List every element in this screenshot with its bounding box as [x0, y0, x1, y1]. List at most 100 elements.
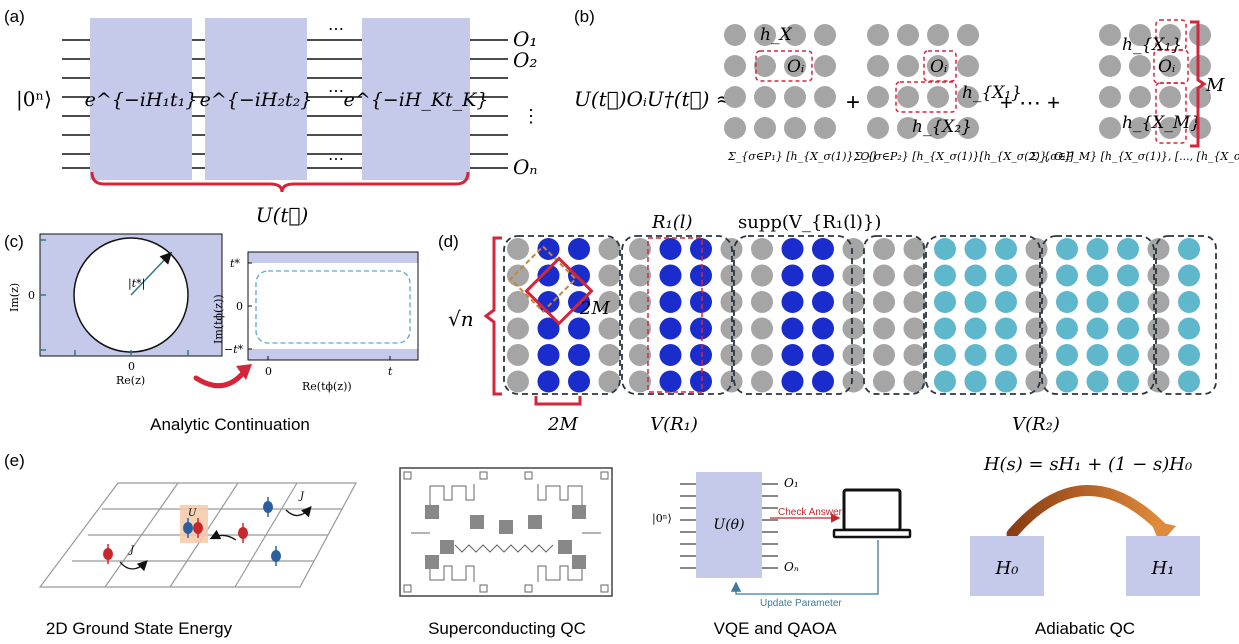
label-vr1: V(R₁)	[650, 414, 698, 435]
h0-label: H₀	[995, 558, 1019, 579]
term1-sum: Σ_{σ∈P₁} [h_{X_σ(1)}, Oᵢ]	[727, 150, 877, 163]
lattice-site	[568, 370, 590, 393]
lattice-site	[964, 264, 987, 287]
panel-d: (d) √n 2M 2M R₁(l) supp(V_{R₁(l)}) V(R₁)…	[438, 212, 1217, 435]
lattice-site	[1159, 117, 1181, 139]
hop-arrow-1	[285, 506, 312, 518]
right-ytick-mid: 0	[236, 300, 243, 313]
lattice-site	[1056, 238, 1078, 260]
lattice-site	[537, 370, 560, 393]
lattice-site	[598, 370, 621, 393]
lattice-site	[873, 317, 895, 340]
lattice-site	[814, 55, 836, 77]
lattice-site	[903, 238, 926, 260]
lattice-site	[842, 344, 865, 366]
lattice-site	[1086, 344, 1109, 366]
lattice-site	[964, 370, 987, 393]
label-2m-bottom: 2M	[547, 414, 578, 435]
lattice-site	[903, 264, 926, 287]
caption-e2: Superconducting QC	[428, 619, 586, 638]
term1-oi: Oᵢ	[787, 57, 804, 77]
lattice-site	[781, 370, 804, 393]
lattice-site	[537, 238, 560, 260]
lattice-site	[1147, 238, 1170, 260]
gate-2	[205, 18, 307, 180]
lattice-site	[724, 24, 746, 46]
lattice-site	[842, 317, 865, 340]
grid-term-3	[1099, 24, 1211, 139]
lattice-site	[1117, 291, 1139, 313]
lattice-site	[1178, 291, 1200, 313]
lattice-site	[659, 238, 682, 260]
gate-2-label: e^{−iH₂t₂}	[200, 89, 313, 111]
panel-c-tag: (c)	[4, 232, 24, 251]
gate-dots-top: ⋯	[328, 21, 344, 38]
partition-boxes	[503, 235, 1217, 395]
lattice-site	[1056, 344, 1078, 366]
lattice-site	[1117, 370, 1139, 393]
lattice-site	[957, 86, 979, 108]
lattice-site	[873, 238, 895, 260]
caption-e3: VQE and QAOA	[714, 619, 837, 638]
panel-e: (e) U J J 2D Ground State Energy	[4, 451, 1200, 638]
lattice-site	[507, 317, 529, 340]
term3-hx1: h_{X₁}	[1122, 35, 1182, 55]
hop-arrow-2	[119, 560, 148, 572]
region-v2-d	[1155, 235, 1217, 395]
lattice-site	[995, 370, 1017, 393]
brace-a-label: U(t⃗)	[256, 203, 309, 227]
lattice-site	[598, 238, 621, 260]
h1-box	[1126, 536, 1200, 596]
lattice-site	[690, 238, 712, 260]
input-state: |0ⁿ⟩	[16, 87, 52, 112]
region-v1-a	[503, 235, 621, 395]
lattice-site	[1178, 238, 1200, 260]
lattice-site	[751, 344, 773, 366]
gate-dots-mid: ⋯	[328, 83, 344, 100]
lattice-site	[903, 291, 926, 313]
vqe-outn: Oₙ	[784, 560, 799, 574]
lattice-site	[1178, 264, 1200, 287]
lattice-j1: J	[298, 491, 305, 502]
right-xlabel: Re(tϕ(z))	[302, 380, 352, 393]
lattice-site	[812, 238, 834, 260]
lattice-u: U	[188, 508, 197, 519]
left-xlabel: Re(z)	[116, 374, 145, 387]
strip-contour	[255, 270, 411, 344]
lattice-site	[507, 344, 529, 366]
lattice-site	[964, 344, 987, 366]
red-diamond	[524, 256, 594, 326]
label-supp: supp(V_{R₁(l)})	[738, 212, 881, 233]
lattice-site	[897, 86, 919, 108]
left-xtick: 0	[128, 360, 135, 373]
adiabatic-arrow	[1006, 484, 1168, 540]
lattice-site	[1025, 344, 1048, 366]
gate-dots-bot: ⋯	[328, 151, 344, 168]
vqe-input: |0ⁿ⟩	[652, 512, 672, 526]
lattice-site	[507, 238, 529, 260]
lattice-site	[1056, 264, 1078, 287]
lattice-site	[1025, 264, 1048, 287]
lattice-site	[754, 24, 776, 46]
right-ytick-top: t*	[230, 257, 240, 270]
lattice-site	[1099, 55, 1121, 77]
lattice-site	[1056, 317, 1078, 340]
hx-box-2	[895, 81, 957, 113]
output-o1: O₁	[513, 27, 537, 51]
continuation-arrowhead	[236, 364, 252, 380]
lattice-site	[842, 264, 865, 287]
term3-oi: Oᵢ	[1158, 57, 1175, 77]
lattice-site	[897, 24, 919, 46]
lattice-site	[537, 344, 560, 366]
sqrt-n: √n	[448, 307, 474, 331]
lattice-site	[897, 117, 919, 139]
lattice-site	[1025, 317, 1048, 340]
oi-box-1	[755, 50, 813, 82]
output-o2: O₂	[513, 48, 537, 72]
lattice-site	[903, 344, 926, 366]
vqe-check: Check Answer	[778, 507, 843, 518]
left-ytick: 0	[28, 289, 35, 302]
lattice-site	[1178, 370, 1200, 393]
lattice-site	[842, 370, 865, 393]
